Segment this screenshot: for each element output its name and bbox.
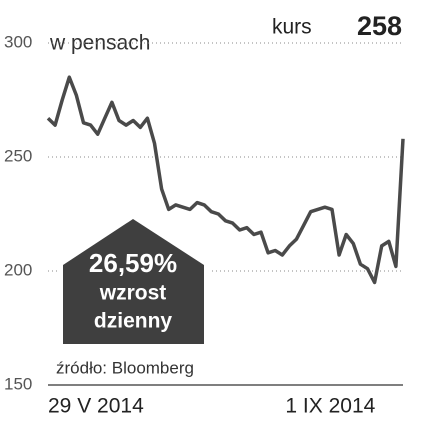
y-tick-label: 200 (4, 260, 32, 279)
callout: 26,59% wzrost dzienny (57, 212, 210, 350)
kurs-value: 258 (357, 11, 402, 41)
callout-shape (63, 219, 204, 344)
y-tick-label: 150 (4, 374, 32, 393)
kurs-label: kurs (272, 16, 312, 39)
plot-area: 150 200 250 300 29 V 2014 1 IX 2014 (4, 32, 405, 418)
y-tick-label: 250 (4, 146, 32, 165)
y-axis-label: w pensach (49, 32, 150, 55)
source: źródło: Bloomberg (56, 358, 194, 377)
x-tick-label: 1 IX 2014 (285, 395, 375, 418)
callout-value: 26,59% (89, 248, 177, 278)
callout-text: dzienny (94, 310, 172, 333)
x-tick-label: 29 V 2014 (48, 395, 144, 418)
y-tick-label: 300 (4, 32, 32, 51)
price-line (46, 75, 405, 285)
callout-text: wzrost (99, 282, 167, 305)
